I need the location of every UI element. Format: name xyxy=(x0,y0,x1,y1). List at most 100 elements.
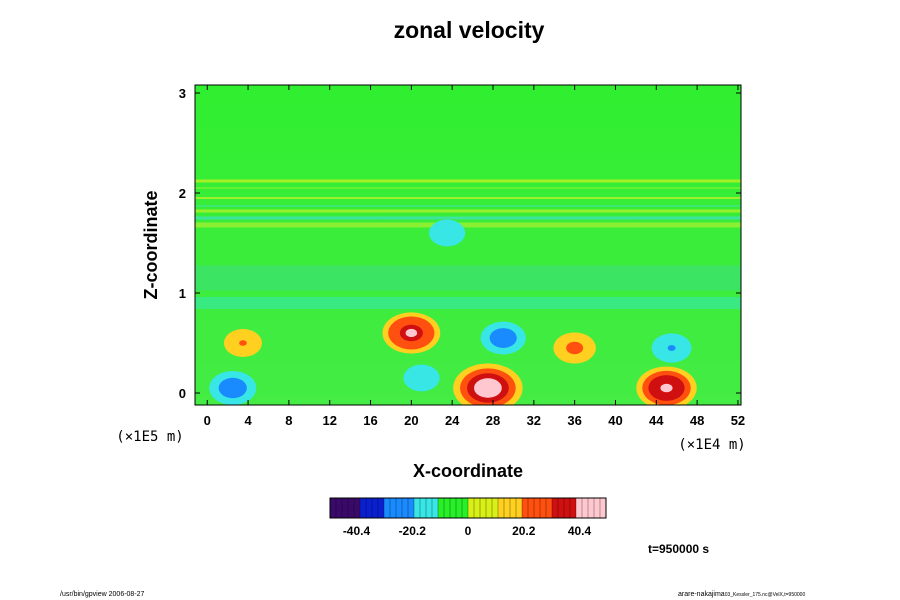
x-unit-label: (×1E4 m) xyxy=(678,437,745,453)
velocity-feature xyxy=(636,366,697,405)
velocity-feature xyxy=(209,371,257,405)
x-tick-label: 20 xyxy=(404,413,418,428)
colorbar-cell xyxy=(509,497,517,519)
velocity-feature xyxy=(651,333,692,363)
colorbar-cell xyxy=(335,497,343,519)
velocity-features xyxy=(209,219,697,405)
velocity-feature xyxy=(403,364,440,392)
colorbar-ticks: -40.4 -20.2 0 20.2 40.4 xyxy=(343,524,592,538)
feature-contour xyxy=(405,328,418,338)
y-axis-label: Z-coordinate xyxy=(141,190,161,299)
x-axis-label: X-coordinate xyxy=(413,461,523,481)
colorbar-cell xyxy=(527,497,535,519)
colorbar-cell xyxy=(449,497,457,519)
colorbar-cell xyxy=(395,497,403,519)
colorbar-cell xyxy=(593,497,601,519)
plot-frame xyxy=(194,84,742,406)
y-ticks: 0 1 2 3 xyxy=(179,86,741,401)
colorbar-cell xyxy=(353,497,361,519)
feature-contour xyxy=(480,383,495,393)
colorbar-cell xyxy=(377,497,385,519)
velocity-feature xyxy=(553,332,596,364)
colorbar-tick-label: 20.2 xyxy=(512,524,536,538)
colorbar-cell xyxy=(467,497,475,519)
colorbar-cell xyxy=(401,497,409,519)
layer-band xyxy=(195,205,741,207)
colorbar-cell xyxy=(557,497,565,519)
x-tick-label: 36 xyxy=(567,413,581,428)
x-tick-label: 8 xyxy=(285,413,292,428)
colorbar-cell xyxy=(497,497,505,519)
feature-contour xyxy=(228,384,238,392)
colorbar-cell xyxy=(431,497,439,519)
colorbar-cell xyxy=(437,497,445,519)
velocity-feature xyxy=(382,312,441,354)
colorbar-cell xyxy=(533,497,541,519)
x-tick-label: 4 xyxy=(244,413,252,428)
velocity-feature xyxy=(480,321,526,355)
colorbar-cell xyxy=(503,497,511,519)
y-tick-label: 3 xyxy=(179,86,186,101)
colorbar-cell xyxy=(443,497,451,519)
feature-contour xyxy=(570,344,579,352)
colorbar-frame xyxy=(329,497,607,519)
velocity-feature xyxy=(428,219,466,247)
colorbar-cell xyxy=(413,497,421,519)
x-tick-label: 32 xyxy=(527,413,541,428)
colorbar-cell xyxy=(563,497,571,519)
footer-left: /usr/bin/gpview 2006-08-27 xyxy=(60,591,145,598)
colorbar-tick-label: 40.4 xyxy=(568,524,592,538)
footer-right: arare-nakajima03_Kessler_175.nc@VelX,t=9… xyxy=(678,591,805,598)
colorbar-cell xyxy=(569,497,577,519)
colorbar-cell xyxy=(407,497,415,519)
velocity-feature xyxy=(453,363,523,405)
y-unit-label: (×1E5 m) xyxy=(116,429,183,445)
x-tick-label: 44 xyxy=(649,413,664,428)
layer-band xyxy=(195,197,741,199)
x-tick-label: 40 xyxy=(608,413,622,428)
colorbar-cell xyxy=(545,497,553,519)
colorbar-cell xyxy=(551,497,559,519)
x-ticks: 0 4 8 12 16 20 24 28 32 36 40 44 48 52 xyxy=(204,85,745,428)
colorbar-cell xyxy=(461,497,469,519)
feature-contour xyxy=(239,340,247,346)
colorbar-tick-label: -40.4 xyxy=(343,524,371,538)
x-tick-label: 28 xyxy=(486,413,500,428)
footer-right-small: 03_Kessler_175.nc@VelX,t=950000 xyxy=(725,592,806,598)
layer-band xyxy=(195,216,741,220)
colorbar: -40.4 -20.2 0 20.2 40.4 xyxy=(329,497,607,538)
feature-contour xyxy=(660,383,673,393)
colorbar-cell xyxy=(455,497,463,519)
x-tick-label: 12 xyxy=(322,413,336,428)
colorbar-cell xyxy=(539,497,547,519)
colorbar-tick-label: 0 xyxy=(465,524,472,538)
colorbar-cell xyxy=(419,497,427,519)
chart-title: zonal velocity xyxy=(394,17,545,43)
colorbar-cell xyxy=(389,497,397,519)
y-tick-label: 1 xyxy=(179,286,186,301)
time-annotation: t=950000 s xyxy=(648,542,709,556)
x-tick-label: 48 xyxy=(690,413,704,428)
colorbar-cell xyxy=(485,497,493,519)
colorbar-cell xyxy=(479,497,487,519)
layer-band xyxy=(195,265,741,291)
colorbar-cell xyxy=(359,497,367,519)
colorbar-cell xyxy=(341,497,349,519)
colorbar-cell xyxy=(425,497,433,519)
colorbar-cell xyxy=(383,497,391,519)
velocity-feature xyxy=(223,329,262,357)
colorbar-cell xyxy=(347,497,355,519)
colorbar-cells xyxy=(329,497,607,519)
colorbar-cell xyxy=(473,497,481,519)
plot-background xyxy=(195,85,741,405)
colorbar-cell xyxy=(575,497,583,519)
footer-right-main: arare-nakajima xyxy=(678,591,725,598)
colorbar-cell xyxy=(599,497,607,519)
x-tick-label: 24 xyxy=(445,413,460,428)
feature-contour xyxy=(417,375,426,381)
plot-area xyxy=(195,85,741,405)
x-tick-label: 16 xyxy=(363,413,377,428)
feature-contour xyxy=(667,345,676,351)
y-tick-label: 2 xyxy=(179,186,186,201)
